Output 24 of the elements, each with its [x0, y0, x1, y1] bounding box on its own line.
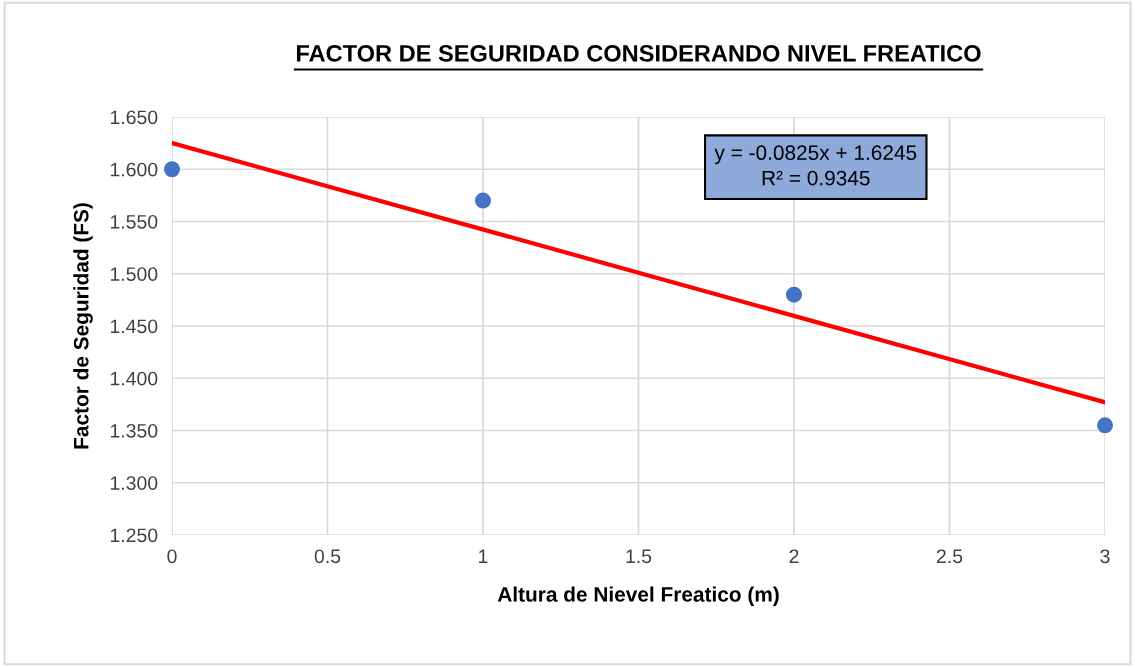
x-tick-label: 3 — [1100, 549, 1110, 564]
x-tick-label: 0.5 — [314, 549, 341, 564]
annotation: y = -0.0825x + 1.6245 R² = 0.9345 — [714, 145, 917, 186]
point — [786, 286, 802, 303]
y-tick-label: 1.650 — [110, 110, 158, 125]
y-tick-label: 1.350 — [110, 423, 158, 438]
x-tick-label: 1 — [479, 549, 488, 563]
y-tick-label: 1.500 — [110, 267, 158, 281]
x-tick-label: 0 — [167, 549, 177, 564]
y-tick-label: 1.300 — [110, 476, 158, 490]
point — [164, 161, 180, 178]
x-tick-label: 2 — [789, 549, 799, 563]
x-tick-label: 1.5 — [626, 549, 652, 564]
y-tick-label: 1.250 — [110, 528, 158, 543]
y-tick-label: 1.450 — [110, 319, 158, 334]
x-tick-label: 2.5 — [936, 549, 963, 564]
chart-title: FACTOR DE SEGURIDAD CONSIDERANDO NIVEL FREATICO — [297, 44, 981, 62]
y-tick-label: 1.400 — [110, 371, 158, 386]
y-tick-label: 1.600 — [110, 162, 158, 177]
y-axis-title: Factor de Seguridad (FS) — [73, 203, 93, 449]
point — [1097, 417, 1113, 434]
x-axis-title: Altura de Nievel Freatico (m) — [497, 586, 779, 606]
point — [475, 192, 491, 209]
y-tick-label: 1.550 — [110, 214, 158, 229]
